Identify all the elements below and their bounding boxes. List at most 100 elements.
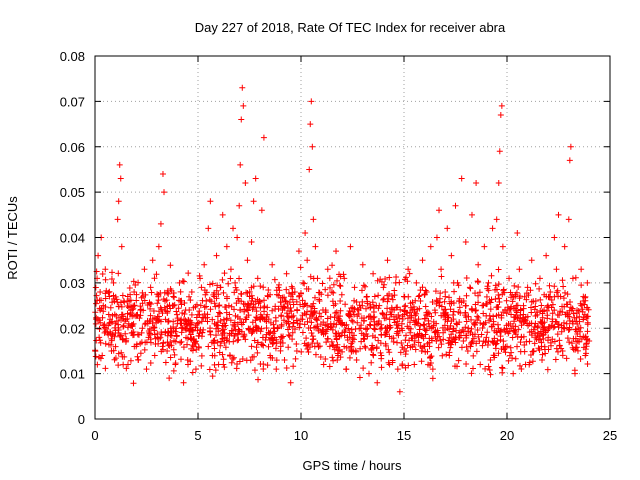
data-point [425,361,432,368]
data-point [514,315,521,322]
data-point [415,293,422,300]
data-point [267,352,274,359]
data-point [499,364,506,371]
data-point [252,175,259,182]
data-point [319,328,326,335]
data-point [131,302,138,309]
data-point [346,354,353,361]
data-point [523,338,530,345]
data-point [123,365,130,372]
data-point [234,234,241,241]
data-point [351,305,358,312]
data-point [242,180,249,187]
data-point [455,357,462,364]
data-point [380,296,387,303]
data-point [315,327,322,334]
data-point [444,225,451,232]
data-point [331,346,338,353]
data-point [518,366,525,373]
data-point [508,294,515,301]
data-point [551,323,558,330]
data-point [173,325,180,332]
data-point [205,343,212,350]
data-point [226,311,233,318]
data-point [244,257,251,264]
data-point [539,308,546,315]
data-point [335,352,342,359]
data-point [177,317,184,324]
data-point [334,341,341,348]
data-point [474,278,481,285]
data-point [143,366,150,373]
data-point [138,339,145,346]
data-point [518,334,525,341]
data-point [166,302,173,309]
data-point [104,329,111,336]
data-point [116,332,123,339]
data-point [517,339,524,346]
data-point [231,332,238,339]
data-point [328,338,335,345]
data-point [497,328,504,335]
data-point [311,343,318,350]
data-point [198,318,205,325]
data-point [426,310,433,317]
data-point [330,281,337,288]
data-point [515,283,522,290]
data-point [582,346,589,353]
data-point [472,301,479,308]
data-point [290,363,297,370]
data-point [569,305,576,312]
data-point [391,287,398,294]
data-point [532,303,539,310]
y-tick-label: 0.07 [60,94,85,109]
data-point [339,321,346,328]
data-point [409,307,416,314]
data-point [310,300,317,307]
data-point [187,334,194,341]
data-point [319,280,326,287]
data-point [290,319,297,326]
data-point [361,343,368,350]
data-point [495,281,502,288]
data-point [342,301,349,308]
data-point [217,284,224,291]
data-point [168,329,175,336]
data-point [367,301,374,308]
data-point [329,326,336,333]
data-point [427,354,434,361]
data-point [298,348,305,355]
data-point [199,329,206,336]
data-point [384,298,391,305]
data-point [205,225,212,232]
data-point [463,332,470,339]
data-point [329,354,336,361]
data-point [137,350,144,357]
data-point [102,276,109,283]
data-point [356,302,363,309]
data-point [167,325,174,332]
data-point [164,332,171,339]
data-point [242,336,249,343]
data-point [462,302,469,309]
data-point [162,298,169,305]
data-point [534,329,541,336]
data-point [491,335,498,342]
data-point [102,266,109,273]
data-point [307,121,314,128]
data-point [523,290,530,297]
data-point [281,304,288,311]
data-point [411,341,418,348]
data-point [120,313,127,320]
data-point [197,302,204,309]
data-point [172,361,179,368]
data-point [476,338,483,345]
data-point [122,318,129,325]
data-point [566,339,573,346]
data-point [574,347,581,354]
data-point [584,279,591,286]
data-point [313,323,320,330]
data-point [216,349,223,356]
data-point [288,314,295,321]
data-point [456,295,463,302]
